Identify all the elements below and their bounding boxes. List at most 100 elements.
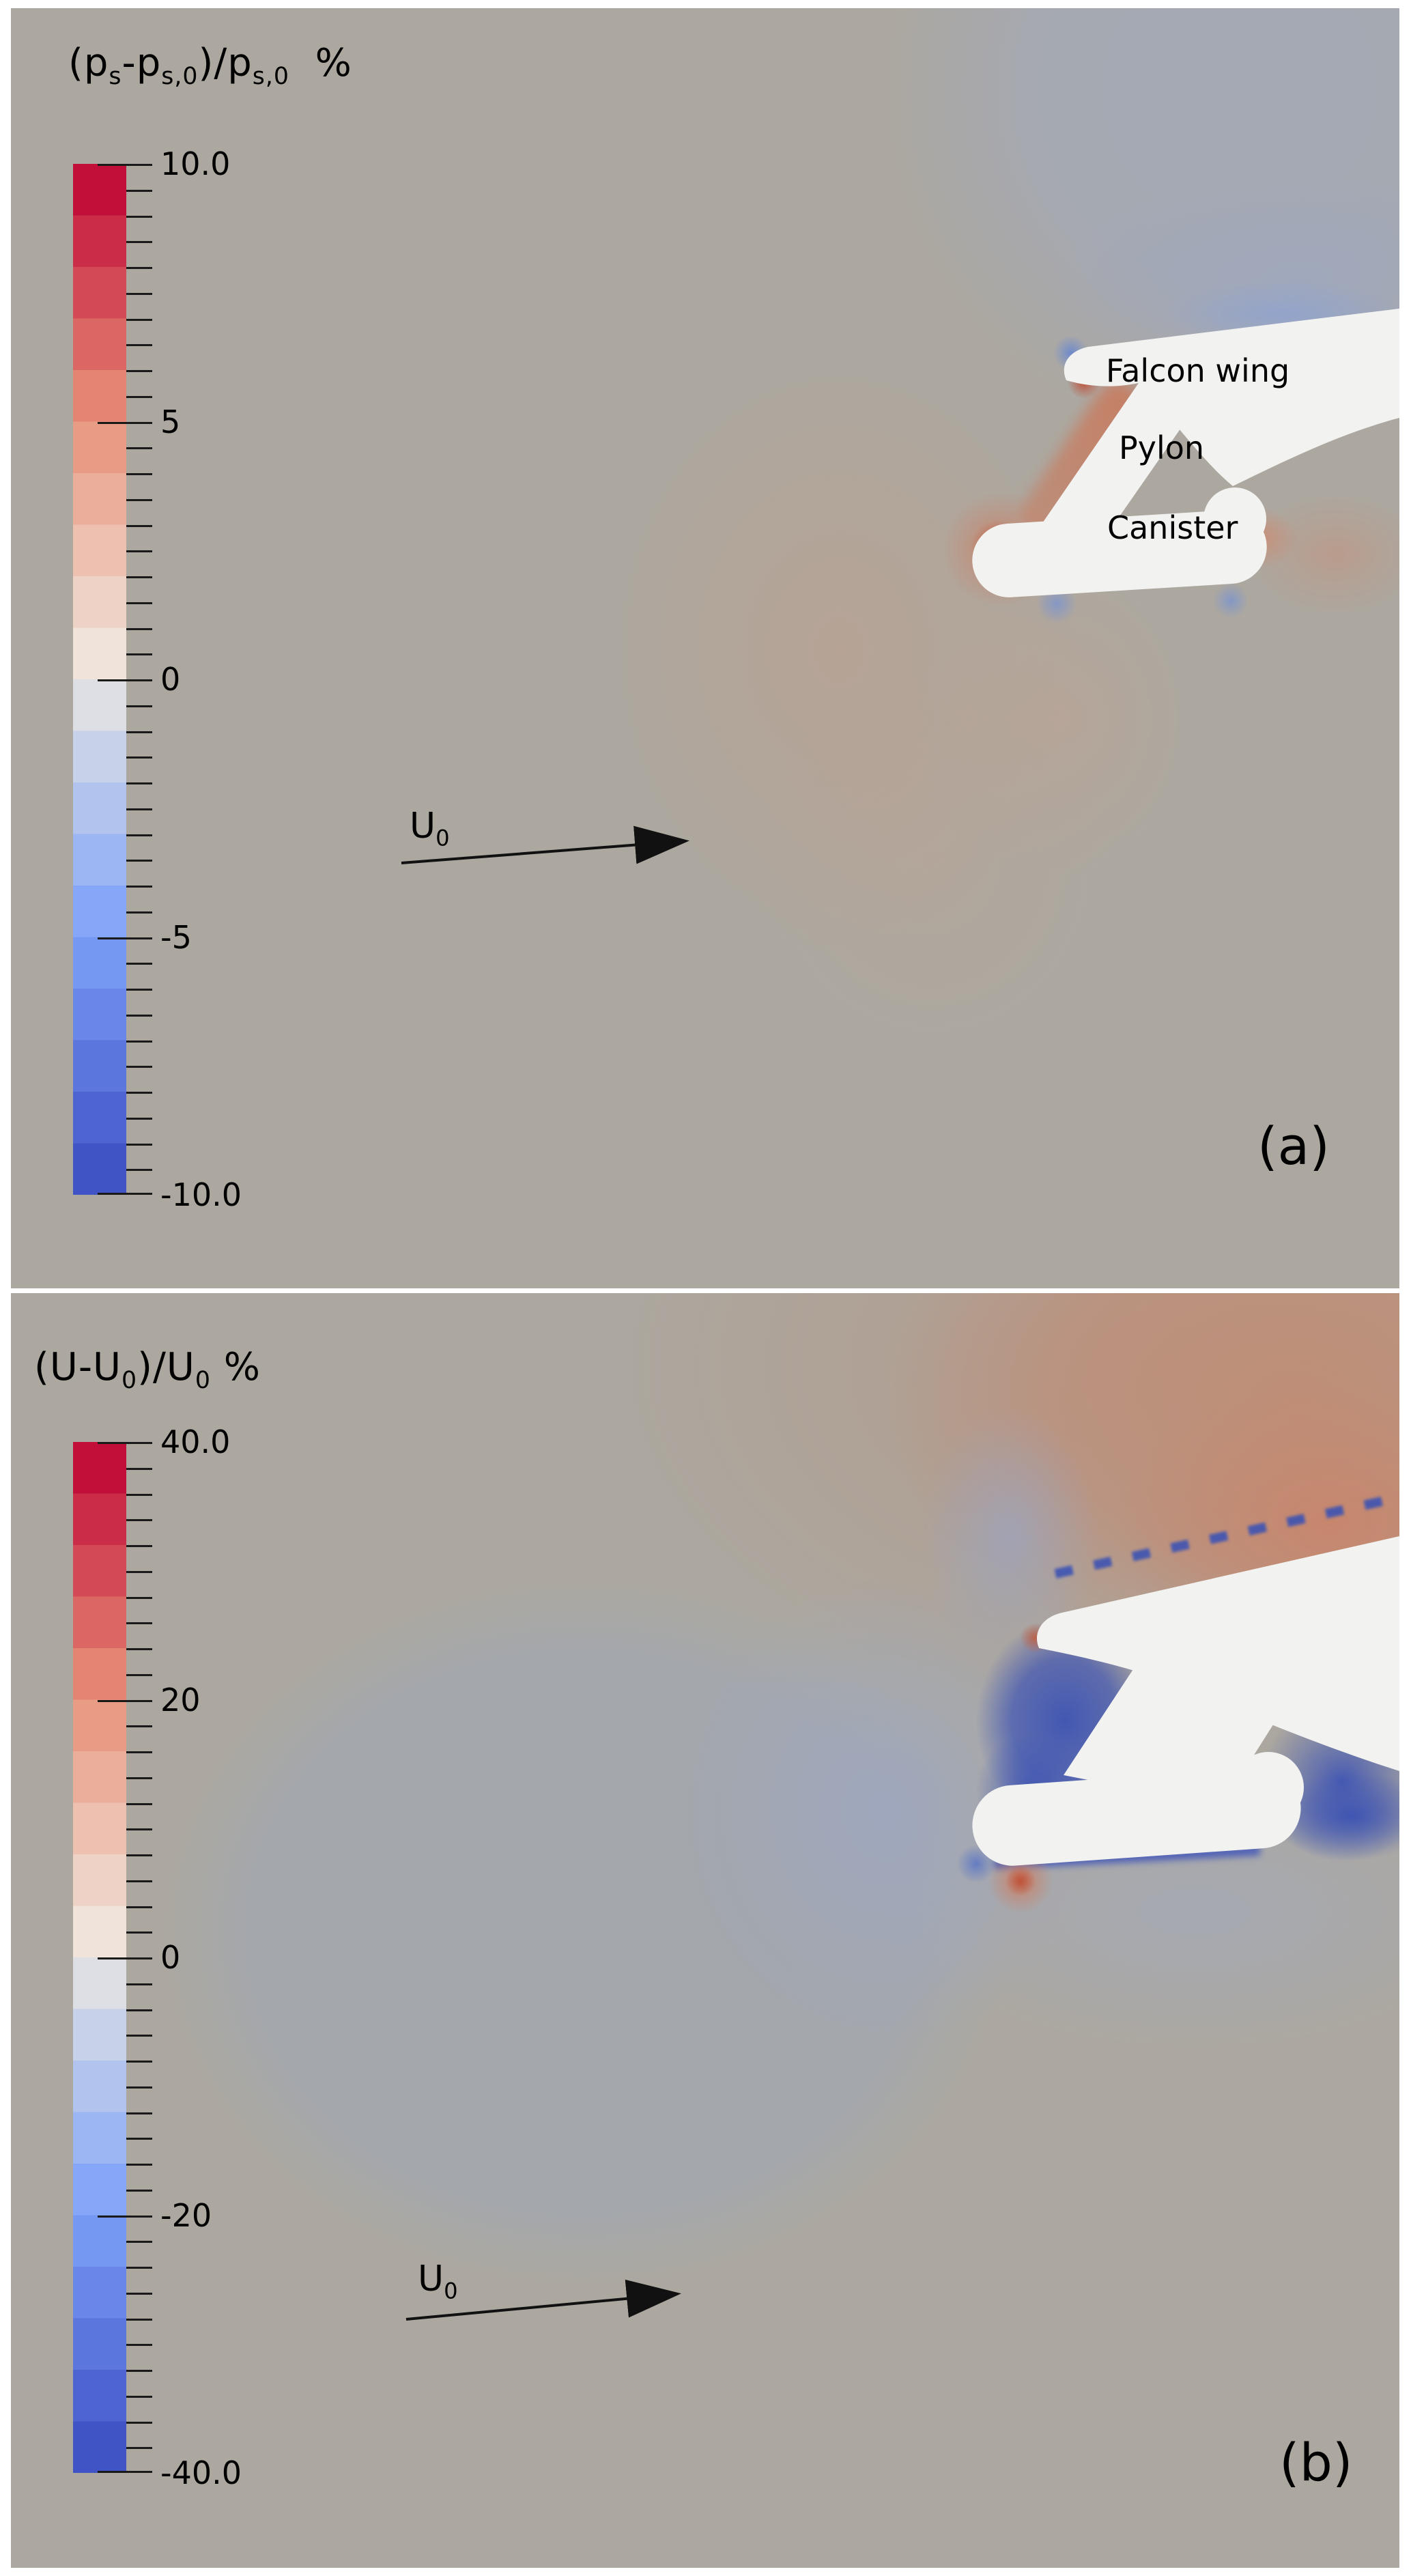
stagnation-core-canister-nose (971, 520, 1025, 575)
slowdown-halo-near-geometry (683, 1577, 1092, 2041)
colorbar-minor-tick (126, 989, 152, 991)
slowdown-halo-below-right (881, 1768, 1399, 2055)
stagnation-glow-canister-nose (943, 491, 1059, 607)
colorbar-minor-tick (126, 190, 152, 192)
colorbar-minor-tick (126, 2164, 152, 2166)
colorbar-major-tick (98, 1700, 152, 1702)
colorbar-minor-tick (126, 1169, 152, 1171)
blocked-flow-wedge-right-of-pylon (1260, 1699, 1399, 1863)
colorbar-minor-tick (126, 628, 152, 630)
high-pressure-lobe-upstream (601, 350, 1079, 950)
colorbar-minor-tick (126, 1144, 152, 1146)
colorbar-minor-tick (126, 2241, 152, 2243)
colorbar-minor-tick (126, 2396, 152, 2398)
acceleration-core-above-wing (1113, 1386, 1399, 1659)
stagnation-core-wing-nose (1068, 366, 1100, 399)
colorbar-minor-tick (126, 653, 152, 655)
colorbar-a: 10.0 5 0 -5 -10.0 (73, 148, 298, 1211)
suction-spot-under-canister-right (1213, 583, 1249, 619)
freestream-label-a: U0 (410, 806, 450, 851)
colorbar-minor-tick (126, 2112, 152, 2114)
colorbar-minor-tick (126, 1066, 152, 1068)
colorbar-minor-tick (126, 1777, 152, 1779)
colorbar-minor-tick (126, 1519, 152, 1521)
colorbar-minor-tick (126, 1092, 152, 1094)
colorbar-minor-tick (126, 1751, 152, 1753)
colorbar-minor-tick (126, 525, 152, 527)
colorbar-major-tick (98, 679, 152, 681)
wing-top-serration-strip (1054, 1493, 1398, 1579)
colorbar-minor-tick (126, 1854, 152, 1856)
freestream-label-b: U0 (418, 2259, 458, 2304)
panel-a-pressure-contour: (ps-ps,0)/ps,0 % Falcon wing Pylon Canis… (11, 8, 1399, 1288)
colorbar-minor-tick (126, 2422, 152, 2424)
canister-wake (1270, 1772, 1399, 1860)
colorbar-minor-tick (126, 344, 152, 346)
colorbar-tick-label: -10.0 (160, 1176, 242, 1213)
colorbar-minor-tick (126, 886, 152, 888)
colorbar-minor-tick (126, 963, 152, 965)
colorbar-minor-tick (126, 550, 152, 552)
colorbar-minor-tick (126, 473, 152, 475)
colorbar-minor-tick (126, 782, 152, 784)
colorbar-minor-tick (126, 756, 152, 759)
colorbar-major-tick (98, 422, 152, 424)
colorbar-minor-tick (126, 1015, 152, 1017)
colorbar-minor-tick (126, 1041, 152, 1043)
pylon-shape-b (1064, 1669, 1278, 1806)
colorbar-minor-tick (126, 602, 152, 604)
colorbar-minor-tick (126, 1118, 152, 1120)
colorbar-minor-tick (126, 2086, 152, 2089)
colorbar-tick-label: -5 (160, 919, 192, 956)
colorbar-major-tick (98, 2471, 152, 2473)
acceleration-core-below-canister (1006, 1866, 1036, 1896)
deceleration-fan-above-nose (922, 1406, 1099, 1666)
acceleration-fan-outer (601, 1293, 1399, 1721)
colorbar-minor-tick (126, 1983, 152, 1985)
colorbar-minor-tick (126, 1803, 152, 1805)
colorbar-minor-tick (126, 1931, 152, 1934)
falcon-wing-shape (1064, 309, 1399, 486)
colorbar-minor-tick (126, 1545, 152, 1547)
colorbar-minor-tick (126, 241, 152, 243)
colorbar-tick-label: -40.0 (160, 2454, 242, 2491)
colorbar-minor-tick (126, 1597, 152, 1599)
label-pylon: Pylon (1119, 429, 1205, 466)
falcon-wing-shape-b (1037, 1536, 1399, 1771)
panel-a-letter: (a) (1257, 1116, 1330, 1176)
colorbar-minor-tick (126, 2370, 152, 2372)
colorbar-major-tick (98, 1957, 152, 1959)
colorbar-minor-tick (126, 293, 152, 295)
colorbar-minor-tick (126, 2061, 152, 2063)
colorbar-minor-tick (126, 2035, 152, 2037)
colorbar-minor-tick (126, 1622, 152, 1624)
colorbar-minor-tick (126, 860, 152, 862)
colorbar-minor-tick (126, 576, 152, 578)
high-pressure-smear-lower-left (755, 670, 1110, 1053)
blocked-flow-left-of-pylon-lower (976, 1734, 1085, 1843)
colorbar-major-tick (98, 937, 152, 939)
suction-oval-above-wing (1160, 281, 1399, 347)
colorbar-tick-label: 20 (160, 1682, 201, 1718)
colorbar-minor-tick (126, 1468, 152, 1470)
colorbar-minor-tick (126, 370, 152, 372)
acceleration-spot-below-canister (988, 1848, 1053, 1914)
colorbar-minor-tick (126, 1648, 152, 1650)
colorbar-major-tick (98, 2216, 152, 2218)
canister-shape-b (972, 1768, 1301, 1866)
colorbar-minor-tick (126, 705, 152, 707)
colorbar-minor-tick (126, 447, 152, 449)
colorbar-minor-tick (126, 396, 152, 398)
colorbar-minor-tick (126, 1674, 152, 1676)
colorbar-minor-tick (126, 1906, 152, 1908)
panel-a-title: (ps-ps,0)/ps,0 % (68, 41, 352, 91)
colorbar-tick-label: 10.0 (160, 145, 231, 182)
colorbar-minor-tick (126, 2293, 152, 2295)
colorbar-tick-label: 40.0 (160, 1424, 231, 1460)
suction-spot-under-canister-left (1036, 583, 1077, 624)
blocked-flow-left-of-pylon (976, 1618, 1154, 1823)
colorbar-minor-tick (126, 808, 152, 810)
colorbar-minor-tick (126, 731, 152, 733)
high-pressure-lobe-below-canister (935, 561, 1195, 875)
colorbar-minor-tick (126, 1571, 152, 1573)
